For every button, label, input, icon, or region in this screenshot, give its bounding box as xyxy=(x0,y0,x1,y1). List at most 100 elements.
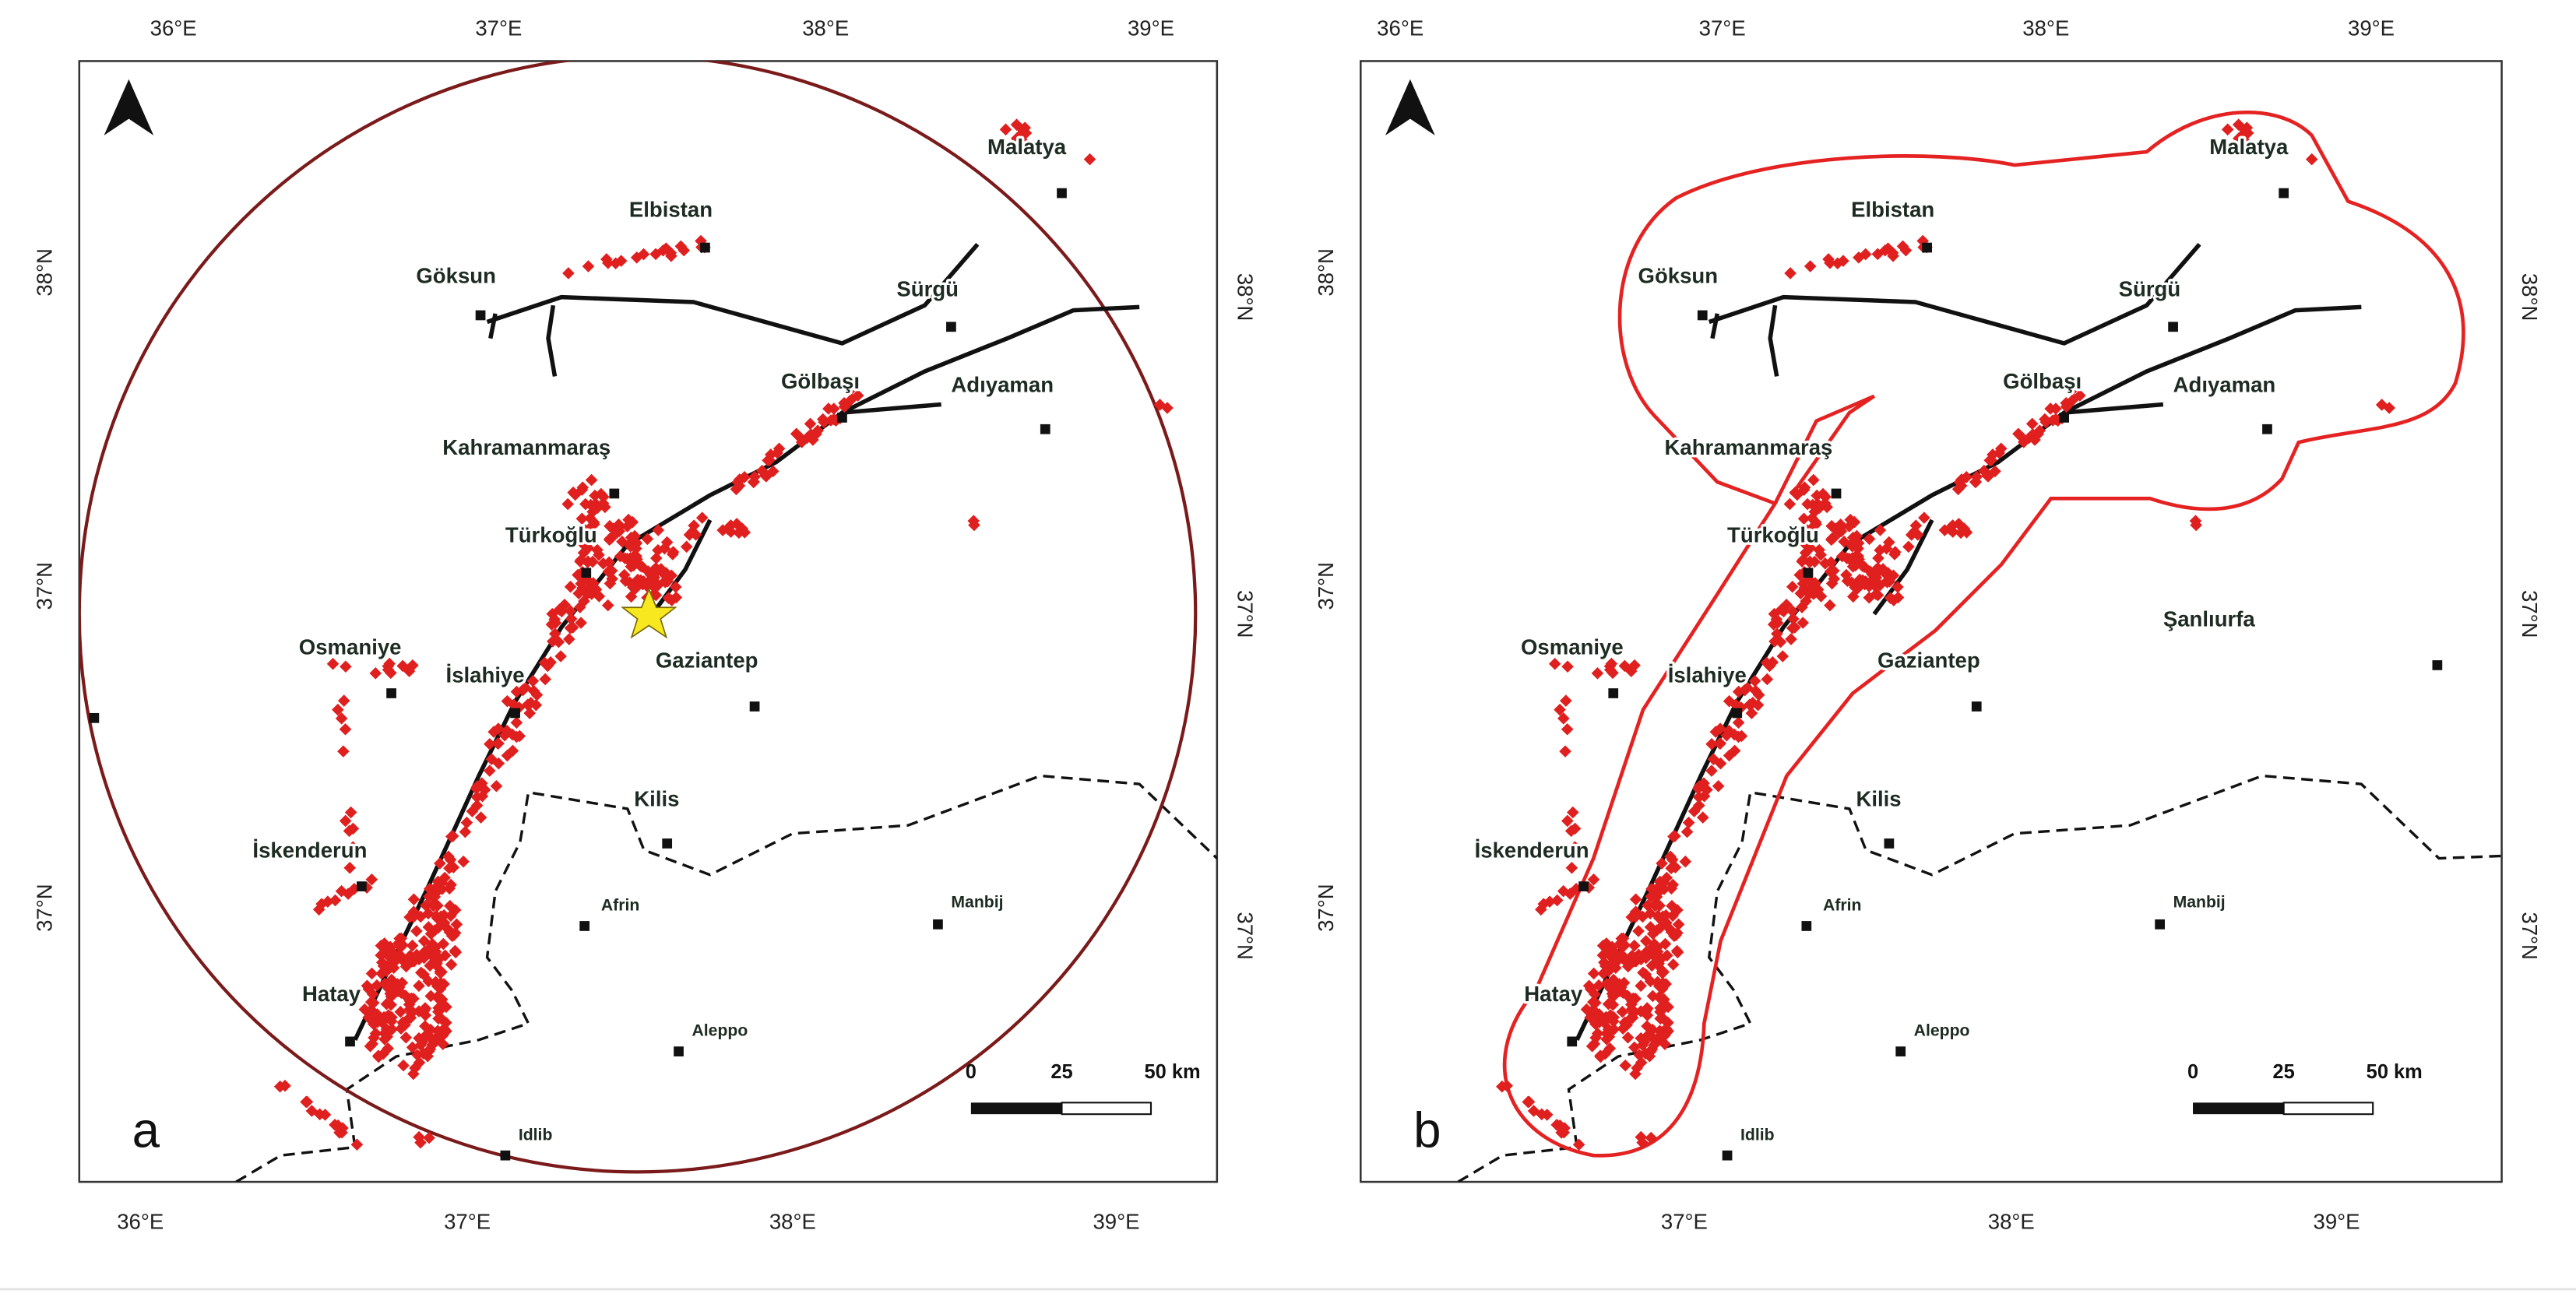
damage-point xyxy=(358,1003,371,1016)
damage-point xyxy=(766,465,779,478)
damage-point xyxy=(649,552,663,564)
panel-label: b xyxy=(1413,1102,1441,1158)
city-marker xyxy=(1578,881,1589,891)
damage-point xyxy=(585,473,598,487)
damage-point xyxy=(689,529,702,541)
city-marker xyxy=(1732,708,1743,719)
damage-point xyxy=(404,1011,417,1025)
city-marker xyxy=(345,1036,355,1047)
city-marker xyxy=(674,1046,684,1056)
damage-point xyxy=(1797,617,1810,629)
damage-point xyxy=(407,1067,420,1081)
damage-point xyxy=(623,538,636,550)
city-label: Elbistan xyxy=(629,198,713,222)
city-label: Aleppo xyxy=(692,1022,748,1040)
damage-point xyxy=(339,814,352,828)
damage-point xyxy=(564,605,577,617)
damage-point xyxy=(434,982,447,995)
left-tick-label: 37°N xyxy=(1314,562,1338,610)
damage-point xyxy=(1591,1027,1604,1040)
scale-label: 25 xyxy=(2273,1061,2295,1083)
top-tick-label: 36°E xyxy=(1377,16,1423,40)
damage-point xyxy=(1786,580,1799,593)
damage-point xyxy=(665,249,677,262)
scale-bar-black xyxy=(2193,1102,2284,1115)
left-tick-label: 38°N xyxy=(33,248,57,297)
damage-point xyxy=(305,1105,318,1117)
damage-point xyxy=(1564,887,1577,900)
city-label: Kilis xyxy=(634,787,679,811)
damage-point xyxy=(593,590,606,603)
damage-point xyxy=(423,1131,435,1144)
damage-point xyxy=(1887,569,1900,582)
damage-point xyxy=(365,967,378,980)
city-marker xyxy=(662,838,673,849)
city-label: Adıyaman xyxy=(2173,372,2276,396)
city-label: Manbij xyxy=(2173,893,2226,911)
bottom-tick-label: 39°E xyxy=(1093,1209,1139,1233)
damage-point xyxy=(612,518,625,531)
top-tick-label: 37°E xyxy=(475,16,522,40)
city-label: Gaziantep xyxy=(1877,648,1980,673)
city-label: Hatay xyxy=(302,982,361,1006)
damage-point xyxy=(391,980,404,993)
damage-point xyxy=(790,427,803,441)
damage-point xyxy=(510,685,523,698)
damage-point xyxy=(695,511,709,524)
damage-point xyxy=(1791,488,1804,501)
left-tick-label: 38°N xyxy=(1314,248,1338,297)
north-arrow xyxy=(104,79,154,135)
damage-point xyxy=(419,1020,431,1032)
city-label: Sürgü xyxy=(896,276,959,301)
damage-point xyxy=(339,722,352,736)
damage-point xyxy=(2233,132,2245,145)
damage-point xyxy=(1607,1011,1621,1024)
damage-point xyxy=(1589,1018,1602,1031)
damage-point xyxy=(377,960,390,972)
damage-point xyxy=(1692,782,1705,795)
damage-point xyxy=(1705,764,1718,777)
damage-point xyxy=(1970,470,1983,483)
scale-label: 0 xyxy=(966,1061,977,1083)
damage-point xyxy=(1606,987,1619,1000)
damage-point xyxy=(411,1049,424,1061)
fault-line xyxy=(650,518,713,616)
damage-point xyxy=(1918,511,1930,524)
damage-point xyxy=(445,930,459,942)
damage-point xyxy=(1666,878,1680,891)
damage-point xyxy=(564,580,577,593)
city-label: Kahramanmaraş xyxy=(1664,435,1832,459)
damage-point xyxy=(1662,1000,1674,1014)
map-frame xyxy=(1360,60,2503,1183)
city-marker xyxy=(1722,1150,1733,1161)
damage-point xyxy=(1640,1004,1652,1018)
top-tick-label: 38°E xyxy=(2022,16,2069,40)
damage-point xyxy=(625,590,638,603)
damage-point xyxy=(665,569,678,582)
damage-point xyxy=(1834,518,1847,531)
damage-point xyxy=(1654,921,1666,934)
damage-point xyxy=(628,529,641,543)
damage-point xyxy=(1614,980,1626,993)
damage-point xyxy=(586,555,599,568)
damage-point xyxy=(413,979,425,993)
damage-point xyxy=(1522,1095,1535,1109)
damage-point xyxy=(1978,464,1990,477)
damage-point xyxy=(1596,939,1610,952)
damage-point xyxy=(450,918,463,931)
damage-point xyxy=(2026,428,2039,441)
city-label: Gölbaşı xyxy=(781,369,860,393)
damage-point xyxy=(1668,930,1680,942)
damage-point xyxy=(1559,745,1571,757)
damage-point xyxy=(1621,1031,1635,1044)
damage-point xyxy=(439,1016,452,1029)
damage-point xyxy=(583,582,596,594)
city-marker xyxy=(1567,1036,1578,1047)
damage-point xyxy=(584,511,596,525)
damage-point xyxy=(470,791,484,803)
damage-point xyxy=(1806,511,1818,525)
damage-point xyxy=(1880,542,1893,555)
damage-point xyxy=(1616,1005,1629,1018)
damage-point xyxy=(1892,591,1905,604)
